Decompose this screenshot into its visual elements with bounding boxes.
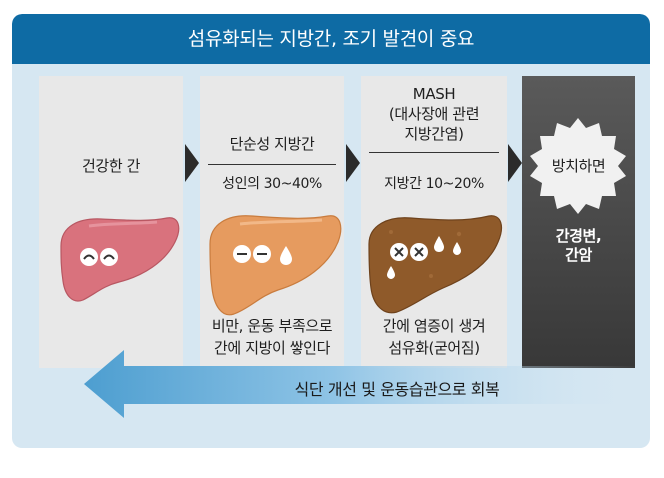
- fat-droplet-icon: [434, 236, 444, 252]
- header-bar: 섬유화되는 지방간, 조기 발견이 중요: [12, 14, 650, 64]
- page-title: 섬유화되는 지방간, 조기 발견이 중요: [187, 28, 475, 50]
- stage-fatty-panel: 단순성 지방간 성인의 30~40% 비만, 운동 부족으로 간에 지방이 쌓인…: [200, 76, 344, 368]
- stage-panels: 건강한 간 단순성 지방간 성인의 30~40%: [12, 14, 650, 448]
- recovery-label: 식단 개선 및 운동습관으로 회복: [294, 380, 500, 399]
- stage-mash-label-line3: 지방간염): [404, 125, 464, 143]
- stage-fatty-detail: 성인의 30~40%: [222, 176, 322, 192]
- result-line2: 간암: [565, 246, 592, 264]
- stage-mash-caption-line2: 섬유화(굳어짐): [388, 339, 480, 357]
- fatty-liver-icon: [209, 215, 342, 316]
- result-line1: 간경변,: [555, 227, 602, 245]
- stage-fatty-caption-line2: 간에 지방이 쌓인다: [214, 339, 330, 357]
- stage-healthy-label: 건강한 간: [82, 157, 140, 175]
- damaged-liver-icon: [368, 215, 502, 314]
- stage-fatty-label: 단순성 지방간: [229, 135, 315, 153]
- divider: [208, 164, 336, 165]
- stage-mash-label-line2: (대사장애 관련: [388, 105, 480, 123]
- healthy-liver-icon: [60, 217, 180, 302]
- chevron-right-icon: [508, 144, 522, 182]
- fat-droplet-icon: [387, 266, 395, 279]
- chevron-right-icon: [185, 144, 199, 182]
- starburst-shape: [530, 118, 626, 214]
- divider: [369, 152, 499, 153]
- stage-healthy-panel: 건강한 간: [39, 76, 183, 368]
- stage-mash-panel: MASH (대사장애 관련 지방간염) 지방간 10~20% 간에 염증이 생겨…: [361, 76, 507, 368]
- stage-neglect-label: 방치하면: [551, 157, 606, 175]
- stage-mash-caption-line1: 간에 염증이 생겨: [382, 317, 486, 335]
- fat-droplet-icon: [280, 246, 292, 265]
- left-arrow: [84, 350, 640, 418]
- stage-fatty-caption-line1: 비만, 운동 부족으로: [211, 317, 333, 335]
- stage-mash-detail: 지방간 10~20%: [384, 176, 484, 192]
- chevron-right-icon: [346, 144, 360, 182]
- fat-droplet-icon: [453, 242, 461, 255]
- infographic-frame: 섬유화되는 지방간, 조기 발견이 중요 건강한 간 단순성 지방간 성인의 3…: [12, 14, 650, 448]
- stage-mash-label-line1: MASH: [412, 85, 456, 103]
- stage-neglect-result: 간경변, 간암: [522, 227, 635, 265]
